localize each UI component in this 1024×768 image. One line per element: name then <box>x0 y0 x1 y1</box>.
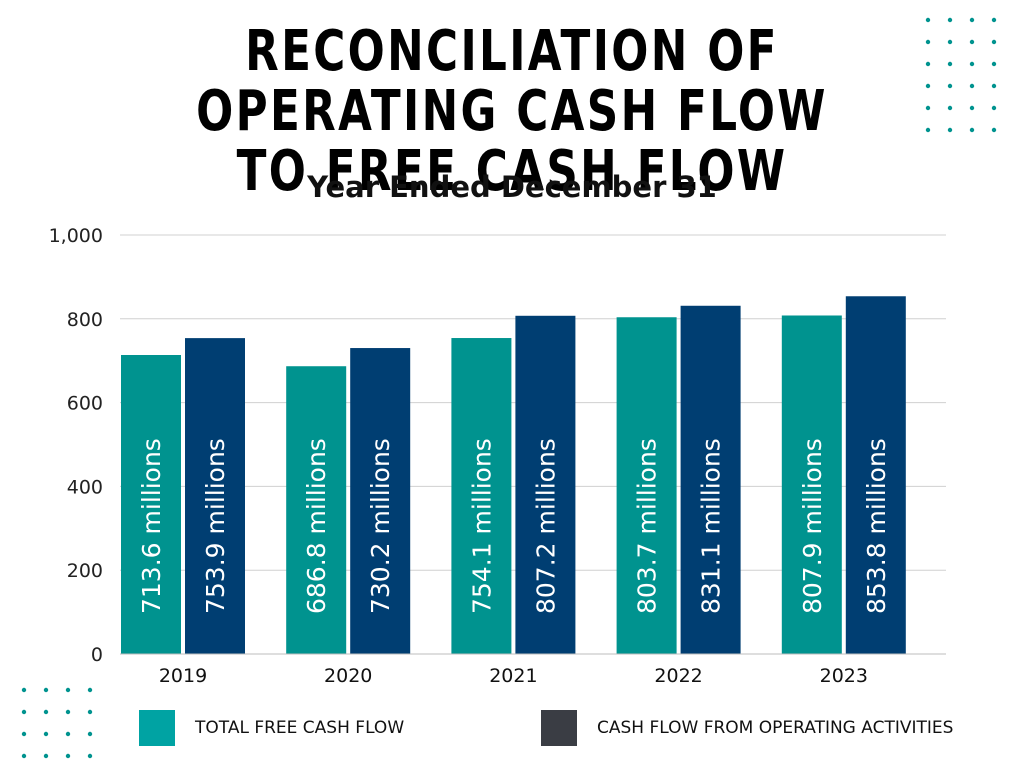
decorative-dot <box>21 753 27 759</box>
chart-subtitle: Year Ended December 31 <box>307 170 717 204</box>
decorative-dot <box>43 753 49 759</box>
y-tick-label: 800 <box>67 309 103 331</box>
legend-item-operating-cash-flow: CASH FLOW FROM OPERATING ACTIVITIES <box>541 710 953 746</box>
decorative-dot <box>969 127 975 133</box>
bar-data-label: 713.6 millions <box>137 438 166 614</box>
decorative-dot <box>43 731 49 737</box>
legend-swatch-free-cash-flow <box>139 710 175 746</box>
decorative-dot <box>925 105 931 111</box>
decorative-dots-top-right <box>925 17 997 133</box>
y-tick-label: 400 <box>67 476 103 498</box>
decorative-dot <box>925 83 931 89</box>
decorative-dot <box>43 709 49 715</box>
bar <box>515 315 576 654</box>
decorative-dot <box>87 687 93 693</box>
decorative-dot <box>21 709 27 715</box>
bar <box>781 315 842 654</box>
y-tick-label: 1,000 <box>49 225 103 247</box>
decorative-dot <box>969 105 975 111</box>
bar <box>350 348 411 654</box>
decorative-dot <box>65 709 71 715</box>
legend-label-free-cash-flow: TOTAL FREE CASH FLOW <box>195 718 405 738</box>
decorative-dot <box>925 127 931 133</box>
bar-data-label: 803.7 millions <box>633 438 662 614</box>
decorative-dot <box>969 39 975 45</box>
bar <box>845 296 906 654</box>
decorative-dot <box>947 83 953 89</box>
decorative-dot <box>65 753 71 759</box>
x-tick-label: 2020 <box>324 665 372 687</box>
decorative-dot <box>925 17 931 23</box>
x-tick-label: 2019 <box>159 665 207 687</box>
y-tick-label: 0 <box>91 644 103 666</box>
decorative-dot <box>43 687 49 693</box>
decorative-dots-bottom-left <box>21 687 93 759</box>
decorative-dot <box>87 753 93 759</box>
bar <box>185 338 245 654</box>
chart-title: RECONCILIATION OF OPERATING CASH FLOW TO… <box>196 19 828 204</box>
bar-data-label: 807.9 millions <box>798 438 827 614</box>
decorative-dot <box>947 61 953 67</box>
x-tick-label: 2023 <box>820 665 868 687</box>
y-tick-label: 600 <box>67 393 103 415</box>
bar-data-label: 853.8 millions <box>862 438 891 614</box>
bar-data-label: 753.9 millions <box>201 438 230 614</box>
decorative-dot <box>991 83 997 89</box>
decorative-dot <box>925 61 931 67</box>
bar-data-label: 754.1 millions <box>467 438 496 614</box>
x-tick-label: 2021 <box>489 665 537 687</box>
decorative-dot <box>991 127 997 133</box>
decorative-dot <box>87 709 93 715</box>
decorative-dot <box>65 687 71 693</box>
y-tick-label: 200 <box>67 560 103 582</box>
bar-data-label: 686.8 millions <box>302 438 331 614</box>
bar <box>121 355 181 654</box>
decorative-dot <box>21 731 27 737</box>
decorative-dot <box>969 61 975 67</box>
bar <box>451 338 512 654</box>
bar <box>680 305 741 654</box>
legend-label-operating-cash-flow: CASH FLOW FROM OPERATING ACTIVITIES <box>597 718 954 738</box>
decorative-dot <box>947 39 953 45</box>
decorative-dot <box>991 105 997 111</box>
decorative-dot <box>925 39 931 45</box>
legend-item-free-cash-flow: TOTAL FREE CASH FLOW <box>139 710 404 746</box>
decorative-dot <box>947 17 953 23</box>
decorative-dot <box>21 687 27 693</box>
decorative-dot <box>991 61 997 67</box>
bar-data-label: 730.2 millions <box>366 438 395 614</box>
decorative-dot <box>969 83 975 89</box>
decorative-dot <box>947 105 953 111</box>
x-tick-label: 2022 <box>654 665 702 687</box>
bar <box>616 317 677 654</box>
decorative-dot <box>991 39 997 45</box>
decorative-dot <box>947 127 953 133</box>
bar-data-label: 807.2 millions <box>531 438 560 614</box>
legend-swatch-operating-cash-flow <box>541 710 577 746</box>
decorative-dot <box>969 17 975 23</box>
bar-data-label: 831.1 millions <box>697 438 726 614</box>
bar <box>286 366 347 654</box>
decorative-dot <box>87 731 93 737</box>
decorative-dot <box>65 731 71 737</box>
decorative-dot <box>991 17 997 23</box>
